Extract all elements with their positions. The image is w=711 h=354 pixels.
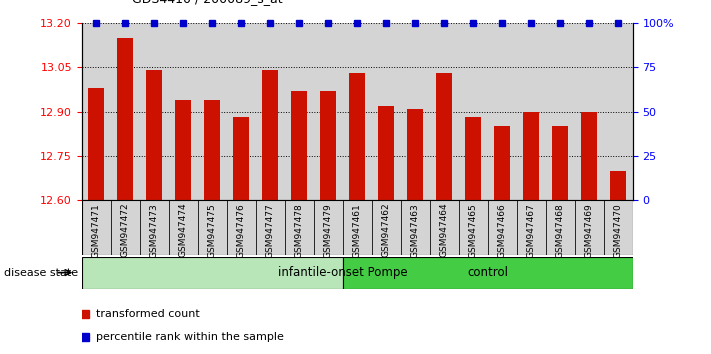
Text: GSM947464: GSM947464 [440,203,449,257]
Text: GSM947471: GSM947471 [92,203,101,257]
Bar [488,200,517,255]
Text: GSM947463: GSM947463 [411,203,419,257]
Bar [233,118,250,200]
Bar [111,200,140,255]
Bar [320,91,336,200]
Text: GSM947478: GSM947478 [295,203,304,257]
Bar [343,200,372,255]
Bar [227,200,256,255]
Bar [176,100,191,200]
Bar [169,200,198,255]
Text: GSM947475: GSM947475 [208,203,217,257]
Text: GSM947474: GSM947474 [178,203,188,257]
Text: percentile rank within the sample: percentile rank within the sample [95,332,284,342]
Bar [292,91,307,200]
Bar [88,88,105,200]
Bar [610,171,626,200]
Bar [372,200,401,255]
Bar [140,200,169,255]
Bar [546,200,574,255]
Text: disease state: disease state [4,268,77,278]
Bar [198,200,227,255]
Bar [401,200,429,255]
Text: GSM947473: GSM947473 [150,203,159,257]
Text: infantile-onset Pompe: infantile-onset Pompe [278,266,407,279]
Bar [407,109,423,200]
Text: GSM947472: GSM947472 [121,203,130,257]
Bar [146,70,162,200]
Bar [378,105,395,200]
Bar [437,73,452,200]
Text: GSM947468: GSM947468 [556,203,565,257]
Text: GDS4410 / 200089_s_at: GDS4410 / 200089_s_at [132,0,282,5]
Bar [604,200,633,255]
Bar [262,70,278,200]
Bar [517,200,546,255]
Bar [343,257,633,289]
Text: GSM947462: GSM947462 [382,203,391,257]
Bar [459,200,488,255]
Text: control: control [467,266,508,279]
Bar [552,126,568,200]
Bar [256,200,285,255]
Bar [82,257,343,289]
Bar [117,38,133,200]
Text: GSM947477: GSM947477 [266,203,274,257]
Bar [574,200,604,255]
Bar [349,73,365,200]
Text: GSM947470: GSM947470 [614,203,623,257]
Text: GSM947476: GSM947476 [237,203,246,257]
Bar [285,200,314,255]
Text: GSM947469: GSM947469 [584,203,594,257]
Bar [314,200,343,255]
Bar [429,200,459,255]
Bar [204,100,220,200]
Text: GSM947467: GSM947467 [527,203,536,257]
Text: GSM947465: GSM947465 [469,203,478,257]
Bar [582,112,597,200]
Bar [523,112,539,200]
Text: transformed count: transformed count [95,309,199,319]
Bar [494,126,510,200]
Text: GSM947461: GSM947461 [353,203,362,257]
Bar [82,200,111,255]
Bar [465,118,481,200]
Text: GSM947466: GSM947466 [498,203,507,257]
Text: GSM947479: GSM947479 [324,203,333,257]
